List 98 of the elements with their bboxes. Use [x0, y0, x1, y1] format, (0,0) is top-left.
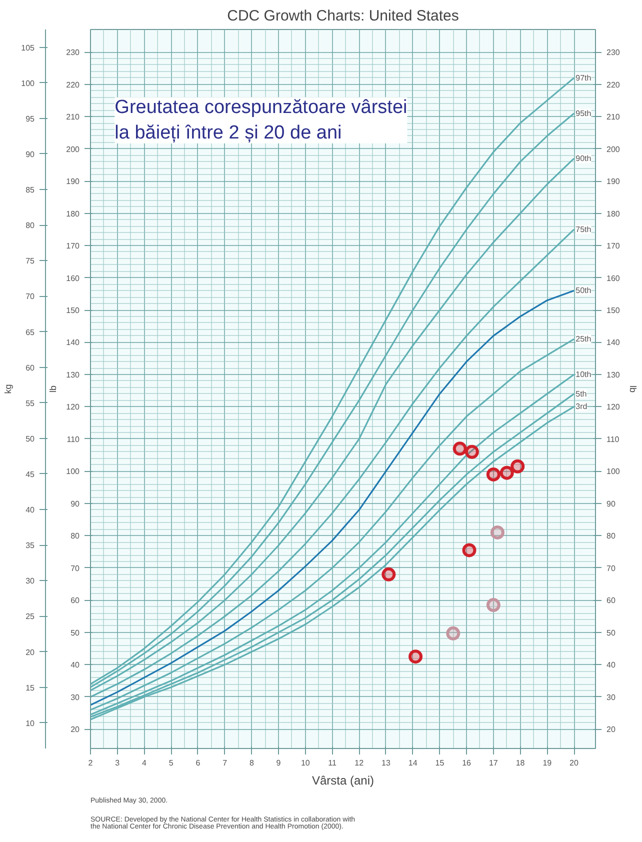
series-label: 25th [576, 334, 592, 344]
x-tick-label: 8 [249, 758, 254, 768]
y3-tick-label: 100 [21, 78, 36, 88]
y2-tick-label: 170 [606, 242, 620, 251]
x-tick-label: 7 [222, 758, 228, 768]
y2-tick-label: 200 [606, 144, 620, 154]
y2-tick-label: 130 [606, 370, 620, 380]
y-tick-label: 210 [66, 112, 80, 122]
y-tick-label: 150 [66, 306, 80, 316]
y-tick-label: 170 [66, 242, 80, 251]
series-label: 75th [576, 224, 592, 234]
y3-tick-label: 85 [26, 186, 36, 195]
y2-tick-label: 160 [606, 274, 620, 283]
y3-tick-label: 40 [26, 506, 36, 515]
y2-tick-label: 210 [606, 112, 620, 122]
y3-tick-label: 95 [26, 114, 36, 124]
x-tick-label: 2 [88, 758, 94, 768]
y3-tick-label: 10 [26, 718, 36, 728]
series-label: 5th [576, 389, 587, 398]
y2-tick-label: 50 [606, 628, 616, 638]
y3-tick-label: 75 [26, 256, 36, 266]
y3-tick-label: 60 [26, 363, 36, 372]
y3-tick-label: 80 [26, 221, 36, 230]
y2-tick-label: 100 [606, 467, 620, 476]
y2-tick-label: 190 [606, 177, 620, 186]
y-tick-label: 40 [70, 660, 80, 670]
text: Greutatea corespunzătoare vârstei la băieți între 2 și 20 de ani [114, 97, 408, 144]
x-tick-label: 3 [115, 758, 120, 768]
y3-tick-label: 70 [26, 292, 36, 302]
series-label: 95th [576, 108, 592, 118]
y3-tick-label: 15 [26, 683, 36, 692]
y-tick-label: 120 [66, 402, 80, 412]
series-label: 3rd [576, 402, 588, 412]
y-tick-label: 110 [66, 434, 80, 444]
y2-tick-label: 30 [606, 692, 616, 702]
y2-tick-label: 20 [606, 725, 616, 734]
x-tick-label: 11 [328, 758, 337, 768]
y2-tick-label: 60 [606, 596, 616, 606]
y3-tick-label: 35 [26, 541, 36, 550]
x-tick-label: 18 [516, 758, 526, 768]
y-tick-label: 80 [70, 532, 80, 541]
y2-tick-label: 150 [606, 306, 620, 316]
y-tick-label: 230 [66, 48, 80, 58]
y-tick-label: 140 [66, 338, 80, 348]
y2-tick-label: 40 [606, 660, 616, 670]
x-tick-label: 20 [570, 758, 580, 768]
y3-tick-label: 45 [26, 470, 36, 479]
x-tick-label: 13 [382, 758, 391, 768]
y2-tick-label: 70 [606, 564, 616, 573]
chart-title: CDC Growth Charts: United States [227, 8, 459, 24]
y3-tick-label: 55 [26, 398, 36, 408]
y2-tick-label: 120 [606, 402, 620, 412]
x-tick-label: 14 [408, 758, 418, 768]
series-label: 90th [576, 154, 592, 163]
y3-tick-label: 65 [26, 328, 36, 337]
x-tick-label: 15 [435, 758, 445, 768]
y-tick-label: 220 [66, 80, 80, 90]
x-tick-label: 10 [300, 758, 310, 768]
x-tick-label: 6 [196, 758, 201, 768]
y3-tick-label: 90 [26, 150, 36, 159]
y-axis-title: lb [48, 385, 58, 392]
y3-tick-label: 25 [26, 612, 36, 622]
y-tick-label: 20 [70, 725, 80, 734]
y-tick-label: 200 [66, 144, 80, 154]
y3-tick-label: 30 [26, 576, 36, 586]
y2-tick-label: 180 [606, 209, 620, 218]
y-tick-label: 50 [70, 628, 80, 638]
x-axis-title: Vârsta (ani) [312, 774, 374, 788]
y-tick-label: 160 [66, 274, 80, 283]
y2-tick-label: 90 [606, 499, 616, 508]
x-tick-label: 12 [354, 758, 364, 768]
x-tick-label: 5 [168, 758, 174, 768]
x-tick-label: 17 [488, 758, 498, 768]
x-tick-label: 19 [542, 758, 552, 768]
y2-tick-label: 230 [606, 48, 620, 58]
x-tick-label: 16 [462, 758, 472, 768]
y-tick-label: 60 [70, 596, 80, 606]
y3-tick-label: 20 [26, 648, 36, 657]
y-tick-label: 30 [70, 692, 80, 702]
y2-tick-label: 80 [606, 532, 616, 541]
y-tick-label: 180 [66, 209, 80, 218]
y-tick-label: 130 [66, 370, 80, 380]
y-tick-label: 90 [70, 499, 80, 508]
y-tick-label: 100 [66, 467, 80, 476]
y3-axis-title: kg [3, 384, 14, 394]
y3-tick-label: 105 [21, 43, 36, 52]
y-tick-label: 190 [66, 177, 80, 186]
y3-tick-label: 50 [26, 434, 36, 444]
y2-axis-title: lb [628, 386, 638, 393]
y2-tick-label: 220 [606, 80, 620, 90]
x-tick-label: 9 [276, 758, 282, 768]
y2-tick-label: 140 [606, 338, 620, 348]
y2-tick-label: 110 [606, 434, 620, 444]
series-label: 50th [576, 286, 592, 296]
series-label: 97th [576, 73, 592, 82]
x-tick-label: 4 [142, 758, 147, 768]
y-tick-label: 70 [70, 564, 80, 573]
series-label: 10th [576, 370, 592, 379]
